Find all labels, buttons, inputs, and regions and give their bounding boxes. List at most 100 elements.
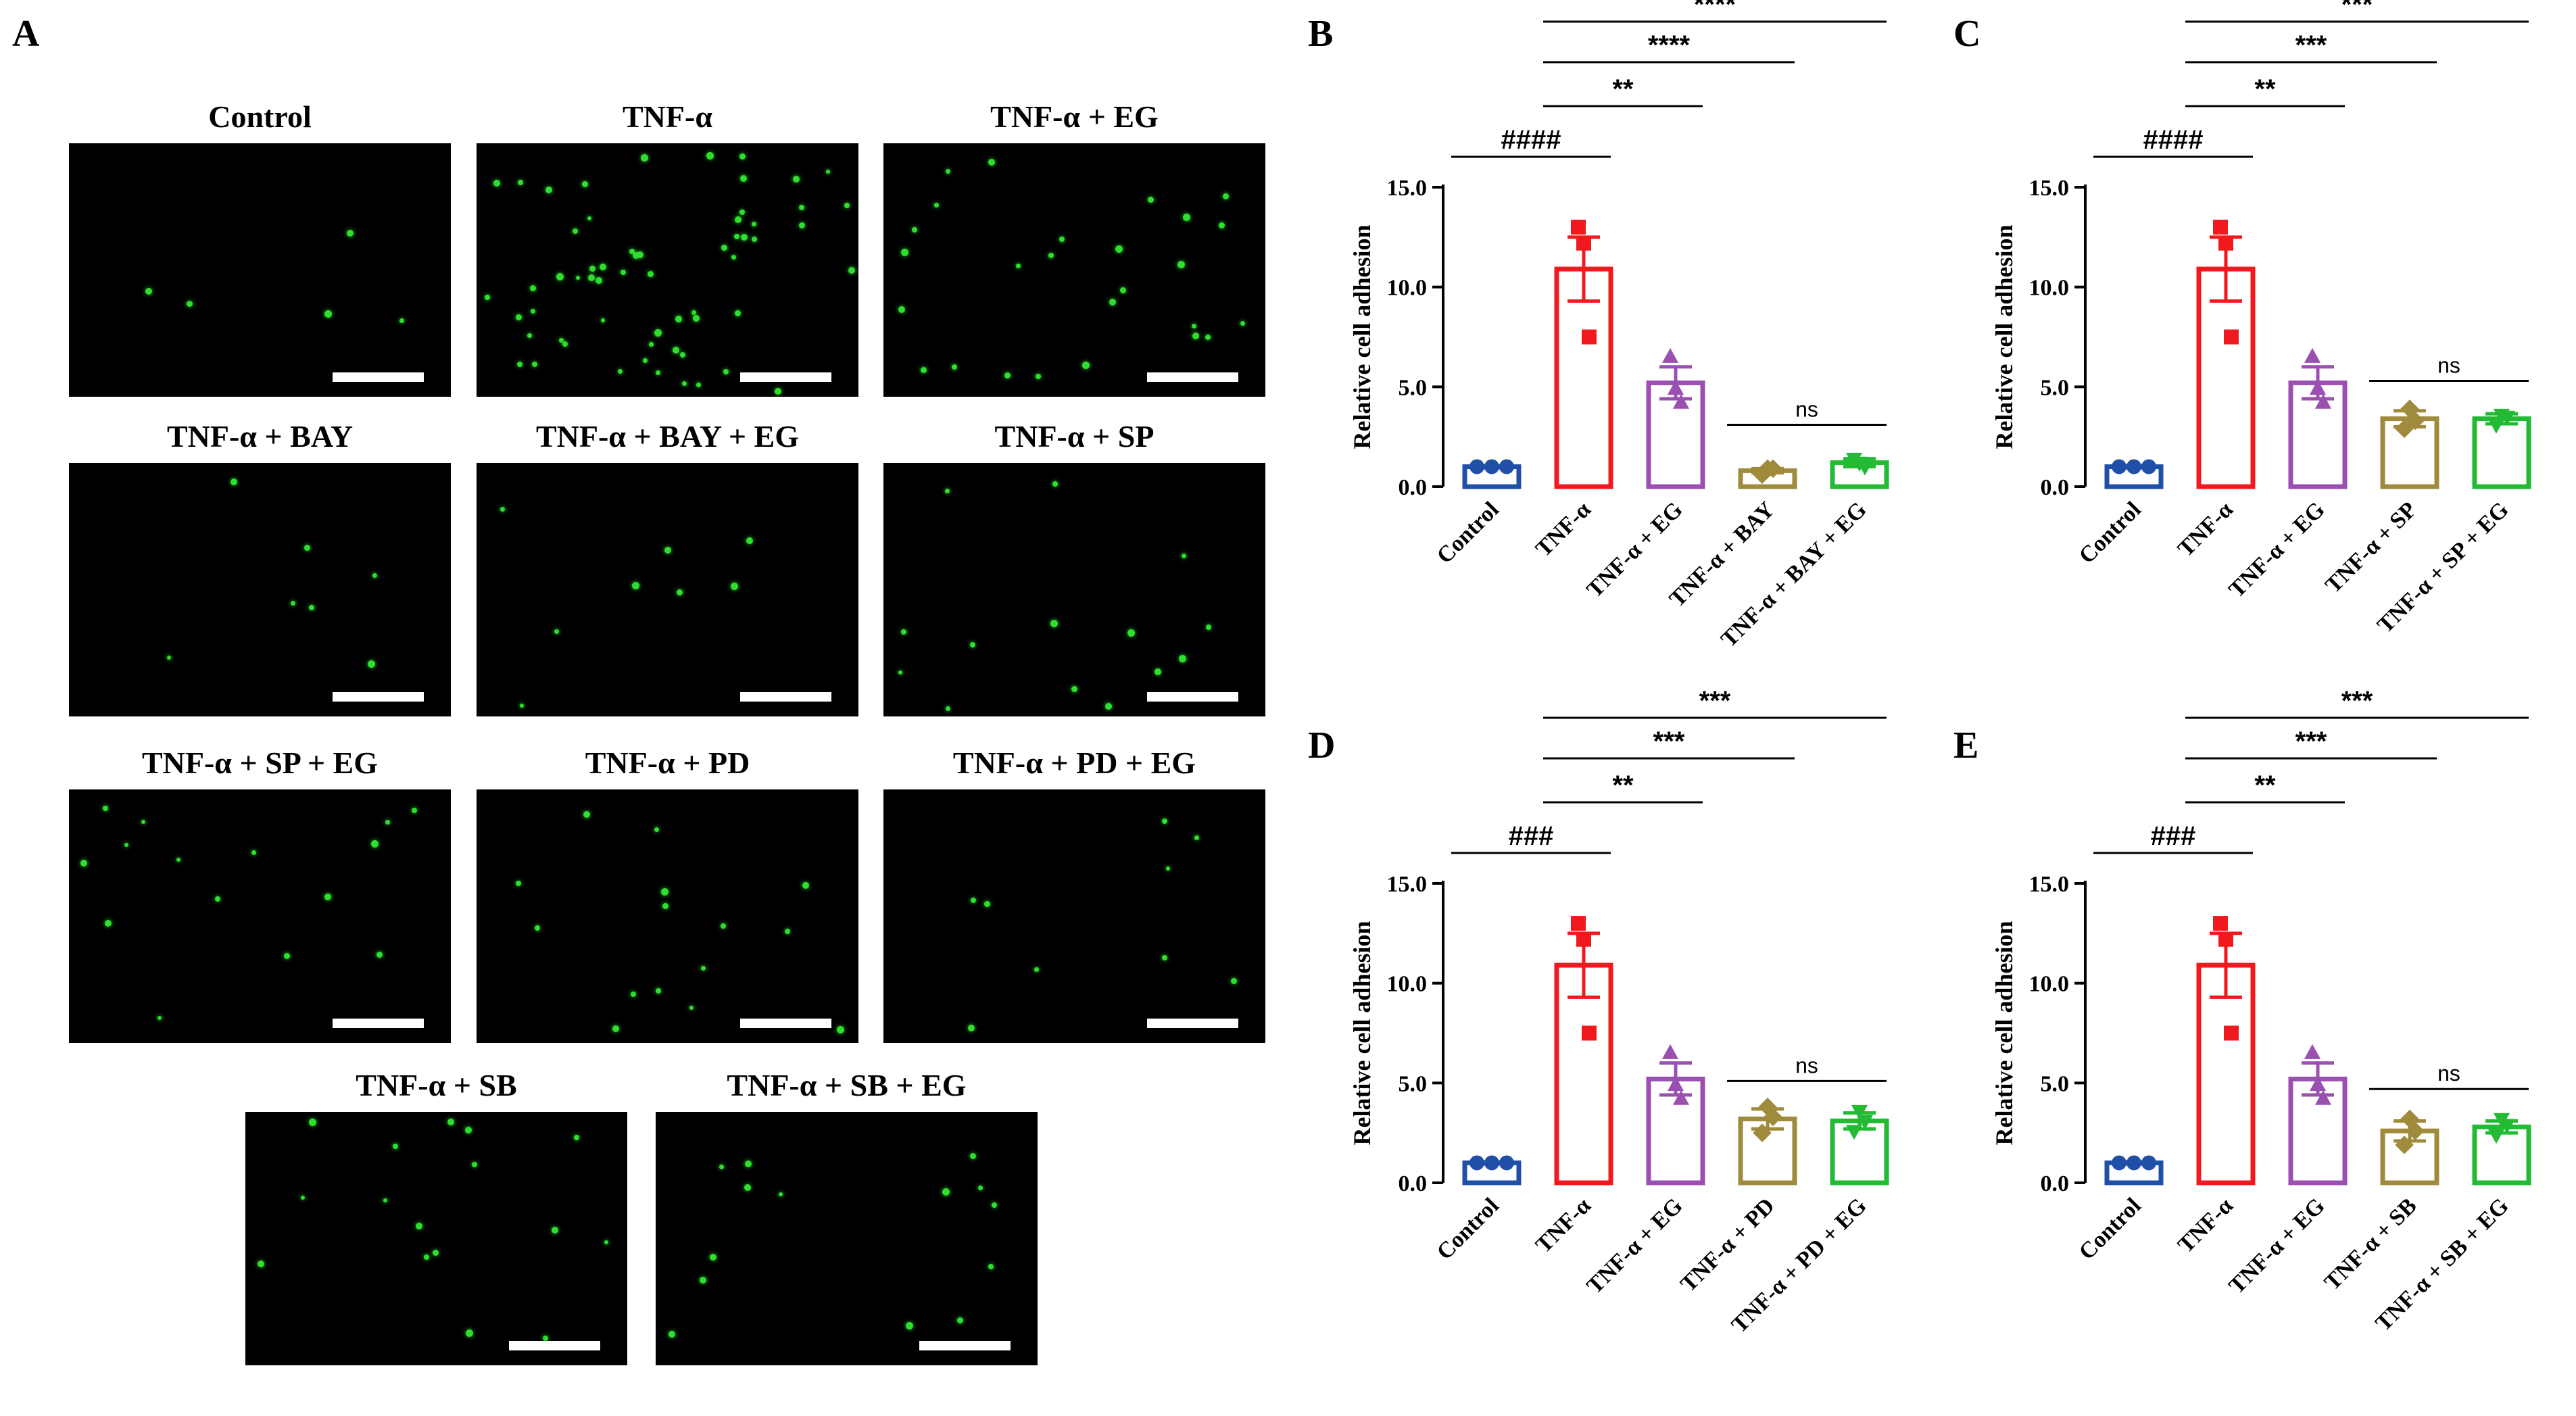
data-point (2400, 1109, 2419, 1129)
fluorescent-cell (826, 170, 830, 174)
scale-bar (919, 1341, 1011, 1350)
fluorescent-cell (554, 629, 559, 634)
data-point (1582, 329, 1597, 345)
fluorescent-cell (952, 364, 957, 370)
fluorescent-cell (604, 1240, 608, 1244)
data-point (2112, 459, 2127, 474)
fluorescent-cell (744, 1184, 751, 1191)
fluorescent-cell (1192, 324, 1196, 328)
fluorescent-cell (518, 180, 523, 185)
fluorescent-cell (1071, 686, 1077, 692)
fluorescent-cell (654, 827, 659, 832)
y-tick-label: 15.0 (2029, 872, 2070, 897)
significance-label: ### (2151, 821, 2196, 851)
fluorescent-cell (946, 706, 950, 711)
fluorescent-cell (735, 310, 741, 316)
data-point (2304, 347, 2321, 363)
micrograph-title: TNF-α + PD + EG (952, 746, 1196, 780)
fluorescent-cell (532, 362, 537, 367)
data-point (1661, 347, 1679, 363)
fluorescence-micrograph (69, 143, 451, 397)
fluorescent-cell (176, 858, 180, 862)
data-point (1667, 380, 1684, 395)
fluorescent-cell (493, 180, 500, 187)
fluorescent-cell (124, 843, 128, 847)
fluorescent-cell (1059, 237, 1065, 242)
y-tick-label: 10.0 (1387, 972, 1428, 997)
fluorescent-cell (978, 1186, 983, 1190)
fluorescent-cell (516, 314, 522, 320)
fluorescent-cell (643, 358, 648, 363)
fluorescent-cell (574, 1135, 579, 1140)
data-point (2304, 1044, 2321, 1059)
fluorescent-cell (559, 338, 564, 343)
data-point (1667, 1076, 1684, 1092)
micrograph-title: TNF-α + SB + EG (727, 1068, 967, 1102)
data-point (2141, 1155, 2156, 1171)
significance-label: *** (1699, 686, 1731, 716)
fluorescent-cell (696, 383, 701, 387)
fluorescent-cell (968, 1025, 975, 1031)
data-point (2127, 459, 2141, 474)
fluorescent-cell (1240, 321, 1245, 326)
fluorescent-cell (545, 187, 552, 193)
scale-bar (333, 1019, 424, 1028)
fluorescent-cell (376, 952, 383, 958)
fluorescent-cell (399, 318, 404, 323)
fluorescent-cell (1205, 335, 1211, 340)
micrograph-title: TNF-α + EG (990, 99, 1159, 134)
data-point (1672, 393, 1690, 409)
fluorescent-cell (291, 601, 295, 606)
fluorescent-cell (1148, 197, 1154, 203)
fluorescence-micrograph (477, 789, 858, 1043)
fluorescent-cell (516, 881, 521, 886)
data-point (2127, 1155, 2141, 1171)
fluorescent-cell (837, 1026, 844, 1033)
data-point (1576, 931, 1591, 947)
fluorescent-cell (145, 288, 152, 295)
fluorescent-cell (215, 896, 220, 902)
fluorescent-cell (775, 388, 781, 395)
y-axis-label: Relative cell adhesion (1991, 225, 2018, 449)
fluorescent-cell (472, 1162, 477, 1167)
bar (2472, 1124, 2531, 1186)
data-point (1661, 1044, 1679, 1059)
significance-label: ** (2254, 74, 2276, 104)
data-point (2493, 1113, 2510, 1128)
fluorescent-cell (984, 901, 990, 907)
y-tick-label: 5.0 (2041, 1071, 2070, 1096)
scale-bar (509, 1341, 600, 1350)
data-point (1672, 1090, 1690, 1105)
fluorescent-cell (661, 888, 669, 896)
fluorescence-micrograph (245, 1112, 627, 1365)
significance-label: **** (1648, 30, 1691, 60)
significance-label: ** (1612, 771, 1634, 800)
fluorescent-cell (324, 310, 332, 318)
bar-chart-c: 0.0 5.0 10.0 15.0 Relative cell adhesion Cont… (1991, 0, 2531, 638)
y-tick-label: 10.0 (2029, 972, 2070, 997)
fluorescent-cell (731, 255, 736, 260)
fluorescent-cell (530, 285, 536, 291)
fluorescent-cell (721, 245, 727, 251)
fluorescence-micrograph (883, 789, 1265, 1043)
fluorescent-cell (721, 923, 726, 929)
fluorescent-cell (988, 1264, 994, 1269)
fluorescent-cell (465, 1127, 472, 1133)
fluorescent-cell (669, 1331, 675, 1338)
fluorescent-cell (1115, 245, 1123, 253)
fluorescent-cell (80, 860, 87, 866)
data-point (2487, 1129, 2505, 1144)
fluorescent-cell (793, 176, 800, 182)
data-point (2218, 235, 2233, 251)
x-category-label: TNF-α (2173, 497, 2238, 562)
data-point (1469, 1155, 1484, 1171)
data-point (2400, 399, 2419, 418)
fluorescent-cell (1182, 554, 1186, 558)
fluorescent-cell (589, 266, 596, 272)
fluorescent-cell (1127, 629, 1135, 637)
fluorescent-cell (543, 1336, 548, 1341)
fluorescent-cell (383, 1198, 387, 1202)
fluorescent-cell (1004, 372, 1011, 379)
fluorescent-cell (741, 234, 748, 241)
micrograph-title: TNF-α + SB (356, 1068, 517, 1102)
